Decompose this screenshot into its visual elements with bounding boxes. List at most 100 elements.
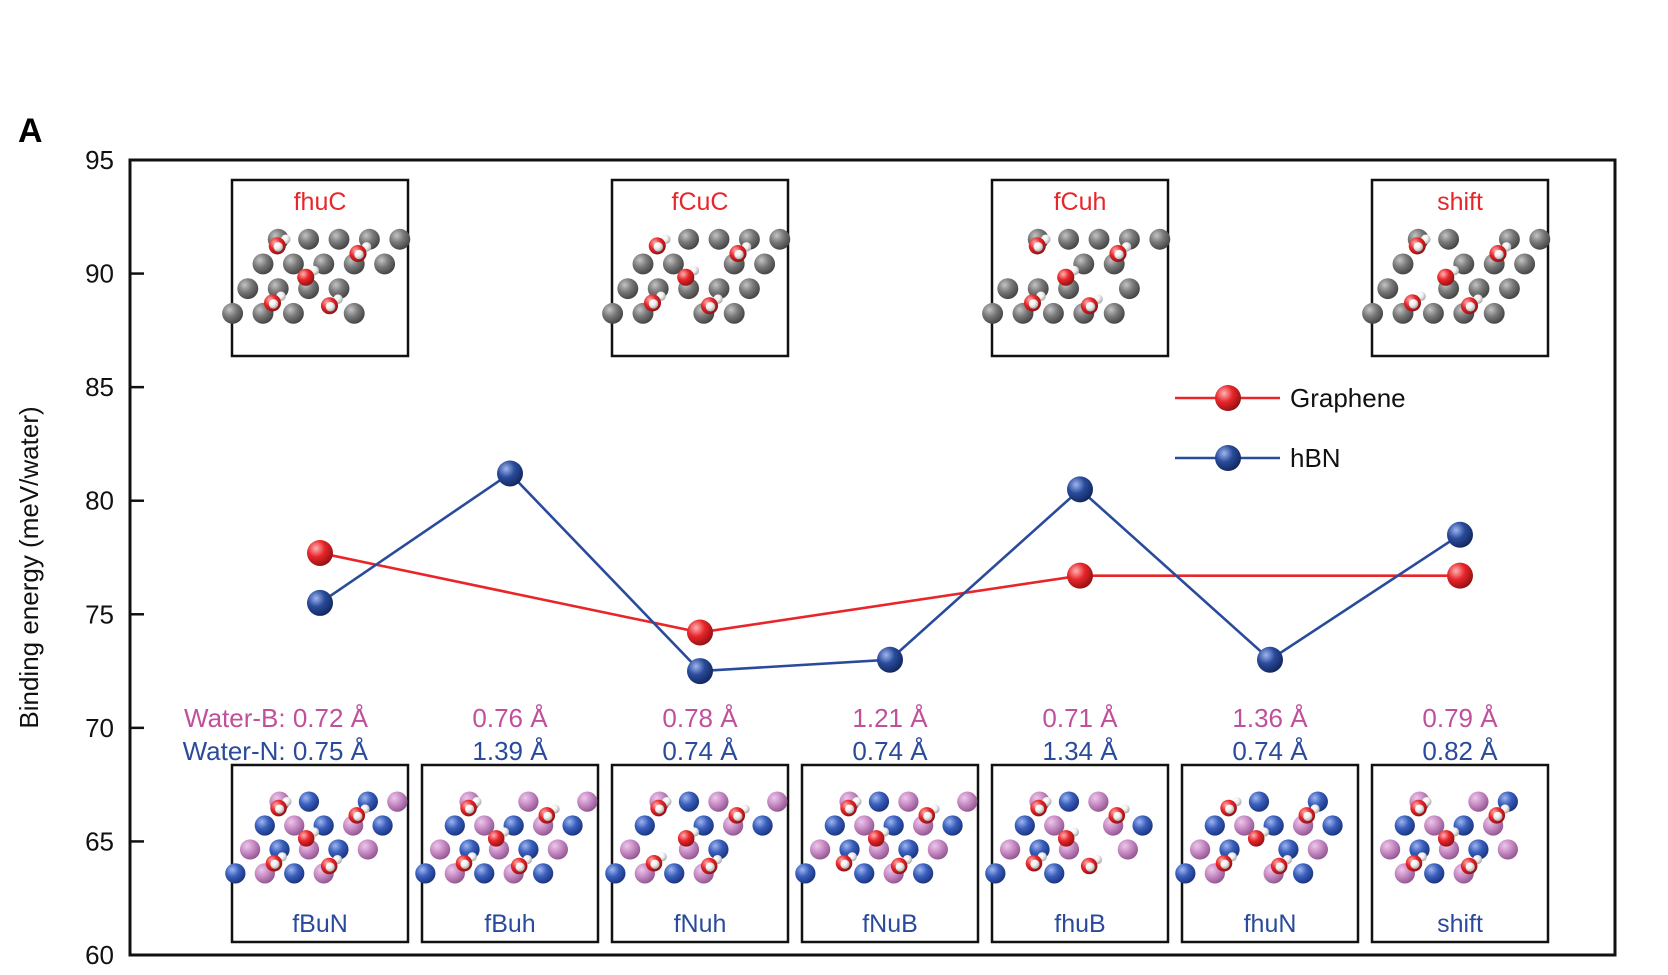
atom [898, 839, 919, 860]
top-inset: fhuC [222, 178, 411, 358]
inset-label: fhuC [294, 188, 347, 216]
hydrogen-atom [353, 811, 363, 822]
oxygen-atom [1057, 268, 1075, 286]
atom [1497, 839, 1518, 860]
hydrogen-atom [1225, 804, 1235, 814]
atom [632, 253, 654, 275]
hydrogen-atom [648, 299, 659, 309]
atom [1468, 791, 1489, 812]
atom [942, 815, 963, 836]
inset-label: fBuN [292, 910, 348, 938]
hydrogen-atom [1493, 811, 1503, 822]
atom [1468, 278, 1490, 300]
hydrogen-atom [1114, 249, 1124, 260]
point-hbn [1257, 646, 1283, 673]
atom [1514, 253, 1536, 275]
water-b-distance: 1.21 Å [852, 703, 928, 733]
atom [282, 302, 304, 324]
atom [1044, 815, 1065, 836]
inset-label: shift [1437, 188, 1483, 216]
water-b-distance: 0.79 Å [1422, 703, 1498, 733]
oxygen-atom [487, 830, 505, 847]
atom [252, 253, 274, 275]
hydrogen-atom [845, 804, 855, 814]
inset-box [230, 763, 410, 944]
atom [1529, 228, 1551, 250]
atom [1483, 302, 1505, 324]
water-n-distance: 1.39 Å [472, 736, 548, 766]
hydrogen-atom [325, 862, 335, 872]
point-hbn [1447, 521, 1473, 548]
inset-box [1370, 763, 1550, 944]
hydrogen-atom [923, 811, 933, 822]
atom [1117, 839, 1138, 860]
top-inset: fCuC [602, 178, 791, 358]
atom [982, 302, 1004, 324]
atom [723, 302, 745, 324]
inset-label: fNuB [862, 910, 918, 938]
atom [1424, 863, 1445, 884]
atom [1377, 278, 1399, 300]
hydrogen-atom [1303, 811, 1313, 822]
inset-box [610, 763, 790, 944]
panel-letter: A [18, 112, 43, 150]
water-b-distance: 0.76 Å [472, 703, 548, 733]
atom [767, 791, 788, 812]
atom [769, 228, 791, 250]
atom [357, 839, 378, 860]
atom [678, 791, 700, 812]
atom [225, 863, 246, 884]
y-tick-label: 65 [85, 826, 114, 856]
point-hbn [497, 460, 523, 487]
water-n-distance: 0.82 Å [1422, 736, 1498, 766]
point-hbn [687, 658, 713, 685]
atom [795, 863, 816, 884]
atom [1132, 815, 1153, 836]
hydrogen-atom [653, 242, 663, 252]
bottom-inset: fBuh [415, 763, 600, 944]
series-line-graphene [319, 551, 1460, 634]
atom [854, 863, 875, 884]
atom [1293, 863, 1314, 884]
atom [754, 253, 776, 275]
atom [1118, 278, 1140, 300]
oxygen-atom [1247, 830, 1265, 847]
point-graphene [687, 619, 713, 646]
atom [708, 791, 729, 812]
oxygen-atom [1437, 268, 1455, 286]
atom [913, 863, 934, 884]
atom [518, 839, 539, 860]
atom [1379, 839, 1401, 860]
hydrogen-atom [465, 804, 475, 814]
bottom-inset: fhuN [1175, 763, 1360, 944]
hydrogen-atom [515, 862, 525, 872]
atom [1392, 253, 1414, 275]
hydrogen-atom [275, 804, 285, 814]
atom [547, 839, 568, 860]
water-n-distance: 0.74 Å [1232, 736, 1308, 766]
atom [328, 278, 350, 300]
hydrogen-atom [1113, 811, 1123, 822]
atom [1248, 791, 1270, 812]
y-tick-label: 60 [85, 940, 114, 970]
atom [577, 791, 598, 812]
hydrogen-atom [1220, 859, 1230, 869]
atom [237, 278, 259, 300]
atom [957, 791, 978, 812]
atom [868, 791, 890, 812]
inset-label: fhuB [1054, 910, 1105, 938]
hydrogen-atom [1410, 859, 1420, 869]
atom [738, 278, 760, 300]
plot-frame [128, 158, 1617, 957]
legend-marker [1215, 385, 1241, 411]
top-inset: shift [1362, 178, 1551, 358]
bottom-inset: shift [1370, 763, 1550, 944]
bottom-inset: fBuN [225, 763, 410, 944]
atom [1422, 302, 1444, 324]
atom [1058, 791, 1080, 812]
atom [1424, 815, 1445, 836]
hydrogen-atom [1028, 299, 1039, 309]
hydrogen-atom [1413, 242, 1423, 252]
hydrogen-atom [1465, 302, 1476, 312]
atom [854, 815, 875, 836]
